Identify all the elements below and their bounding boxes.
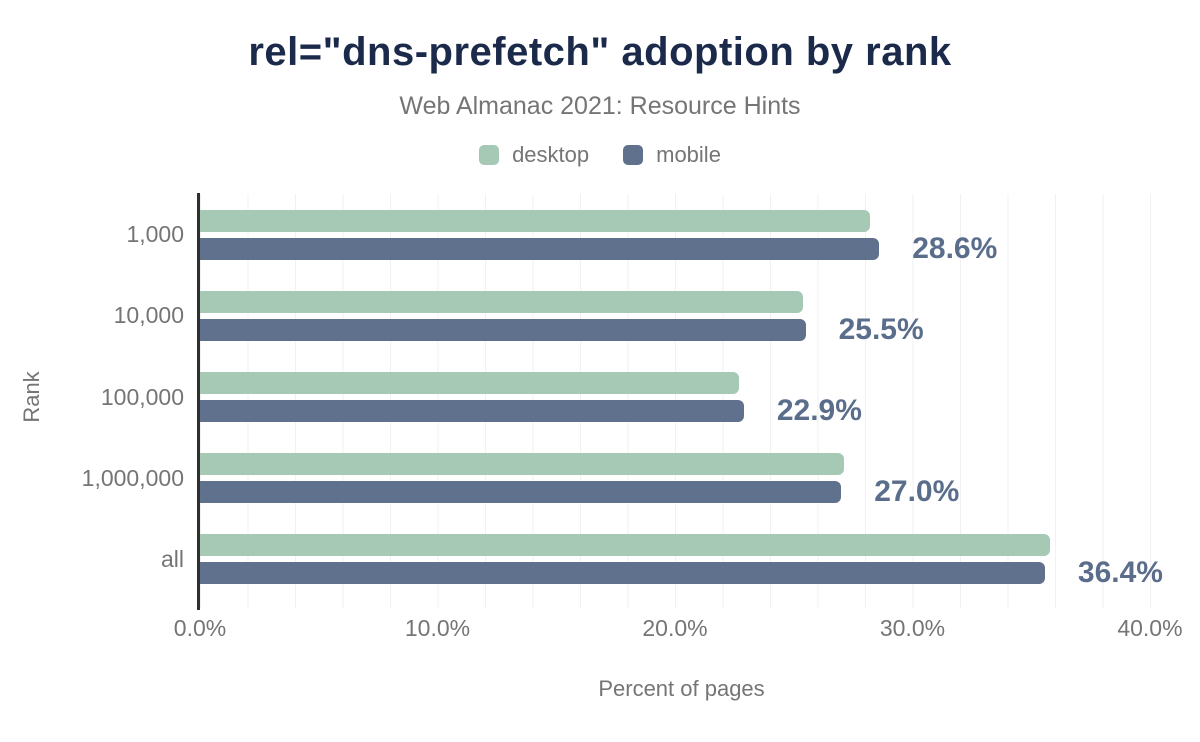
bar-groups: 28.6% 25.5% 22.9% 27.0% 36.4% xyxy=(200,194,1163,600)
data-label: 22.9% xyxy=(776,394,862,427)
category-label: all xyxy=(160,545,184,572)
bar-desktop[interactable] xyxy=(200,290,804,313)
legend: desktop mobile xyxy=(0,142,1200,168)
category-label: 1,000 xyxy=(126,221,184,248)
bar-desktop[interactable] xyxy=(200,372,740,394)
bar-mobile[interactable] xyxy=(200,237,880,260)
desktop-swatch-icon xyxy=(479,145,500,165)
x-tick-label: 40.0% xyxy=(1117,615,1183,641)
x-axis-title: Percent of pages xyxy=(598,676,765,701)
bar-group: 25.5% xyxy=(200,275,1163,356)
data-label: 27.0% xyxy=(874,475,960,509)
bar-mobile[interactable] xyxy=(200,481,842,504)
desktop-bar-row xyxy=(200,453,1163,476)
bar-group: 22.9% xyxy=(200,356,1163,437)
category-label: 10,000 xyxy=(113,302,184,329)
desktop-bar-row xyxy=(200,209,1163,232)
chart-title: rel="dns-prefetch" adoption by rank xyxy=(248,30,952,74)
legend-item-mobile[interactable]: mobile xyxy=(623,142,721,168)
x-axis-tick-labels: 0.0% 10.0% 20.0% 30.0% 40.0% xyxy=(0,615,1200,645)
x-tick-label: 30.0% xyxy=(879,615,946,641)
category-label: 100,000 xyxy=(100,383,184,410)
legend-label-desktop: desktop xyxy=(512,142,590,167)
desktop-bar-row xyxy=(200,290,1163,313)
data-label: 25.5% xyxy=(838,312,924,346)
mobile-bar-row: 22.9% xyxy=(200,394,1163,427)
mobile-bar-row: 28.6% xyxy=(200,231,1163,265)
bar-desktop[interactable] xyxy=(200,534,1051,557)
desktop-bar-row xyxy=(200,372,1163,394)
bar-mobile[interactable] xyxy=(200,400,744,422)
x-tick-label: 20.0% xyxy=(642,615,708,641)
bar-group: 27.0% xyxy=(200,438,1163,519)
bar-mobile[interactable] xyxy=(200,318,806,341)
bar-group: 28.6% xyxy=(200,194,1163,275)
legend-label-mobile: mobile xyxy=(656,142,721,167)
mobile-bar-row: 36.4% xyxy=(200,556,1163,590)
bar-group: 36.4% xyxy=(200,519,1163,600)
desktop-bar-row xyxy=(200,534,1163,557)
y-axis-category-labels: 1,000 10,000 100,000 1,000,000 all xyxy=(0,194,184,600)
plot-area: 28.6% 25.5% 22.9% 27.0% 36.4% xyxy=(200,194,1163,608)
mobile-bar-row: 25.5% xyxy=(200,312,1163,346)
chart-subtitle: Web Almanac 2021: Resource Hints xyxy=(399,92,801,120)
legend-item-desktop[interactable]: desktop xyxy=(479,142,589,168)
y-axis-line xyxy=(197,193,200,610)
mobile-swatch-icon xyxy=(623,145,644,165)
mobile-bar-row: 27.0% xyxy=(200,475,1163,509)
bar-mobile[interactable] xyxy=(200,562,1045,585)
x-tick-label: 0.0% xyxy=(173,615,227,641)
x-tick-label: 10.0% xyxy=(404,615,471,641)
category-label: 1,000,000 xyxy=(81,464,184,491)
data-label: 36.4% xyxy=(1077,556,1163,590)
bar-desktop[interactable] xyxy=(200,209,870,232)
bar-desktop[interactable] xyxy=(200,453,844,476)
data-label: 28.6% xyxy=(912,231,998,265)
